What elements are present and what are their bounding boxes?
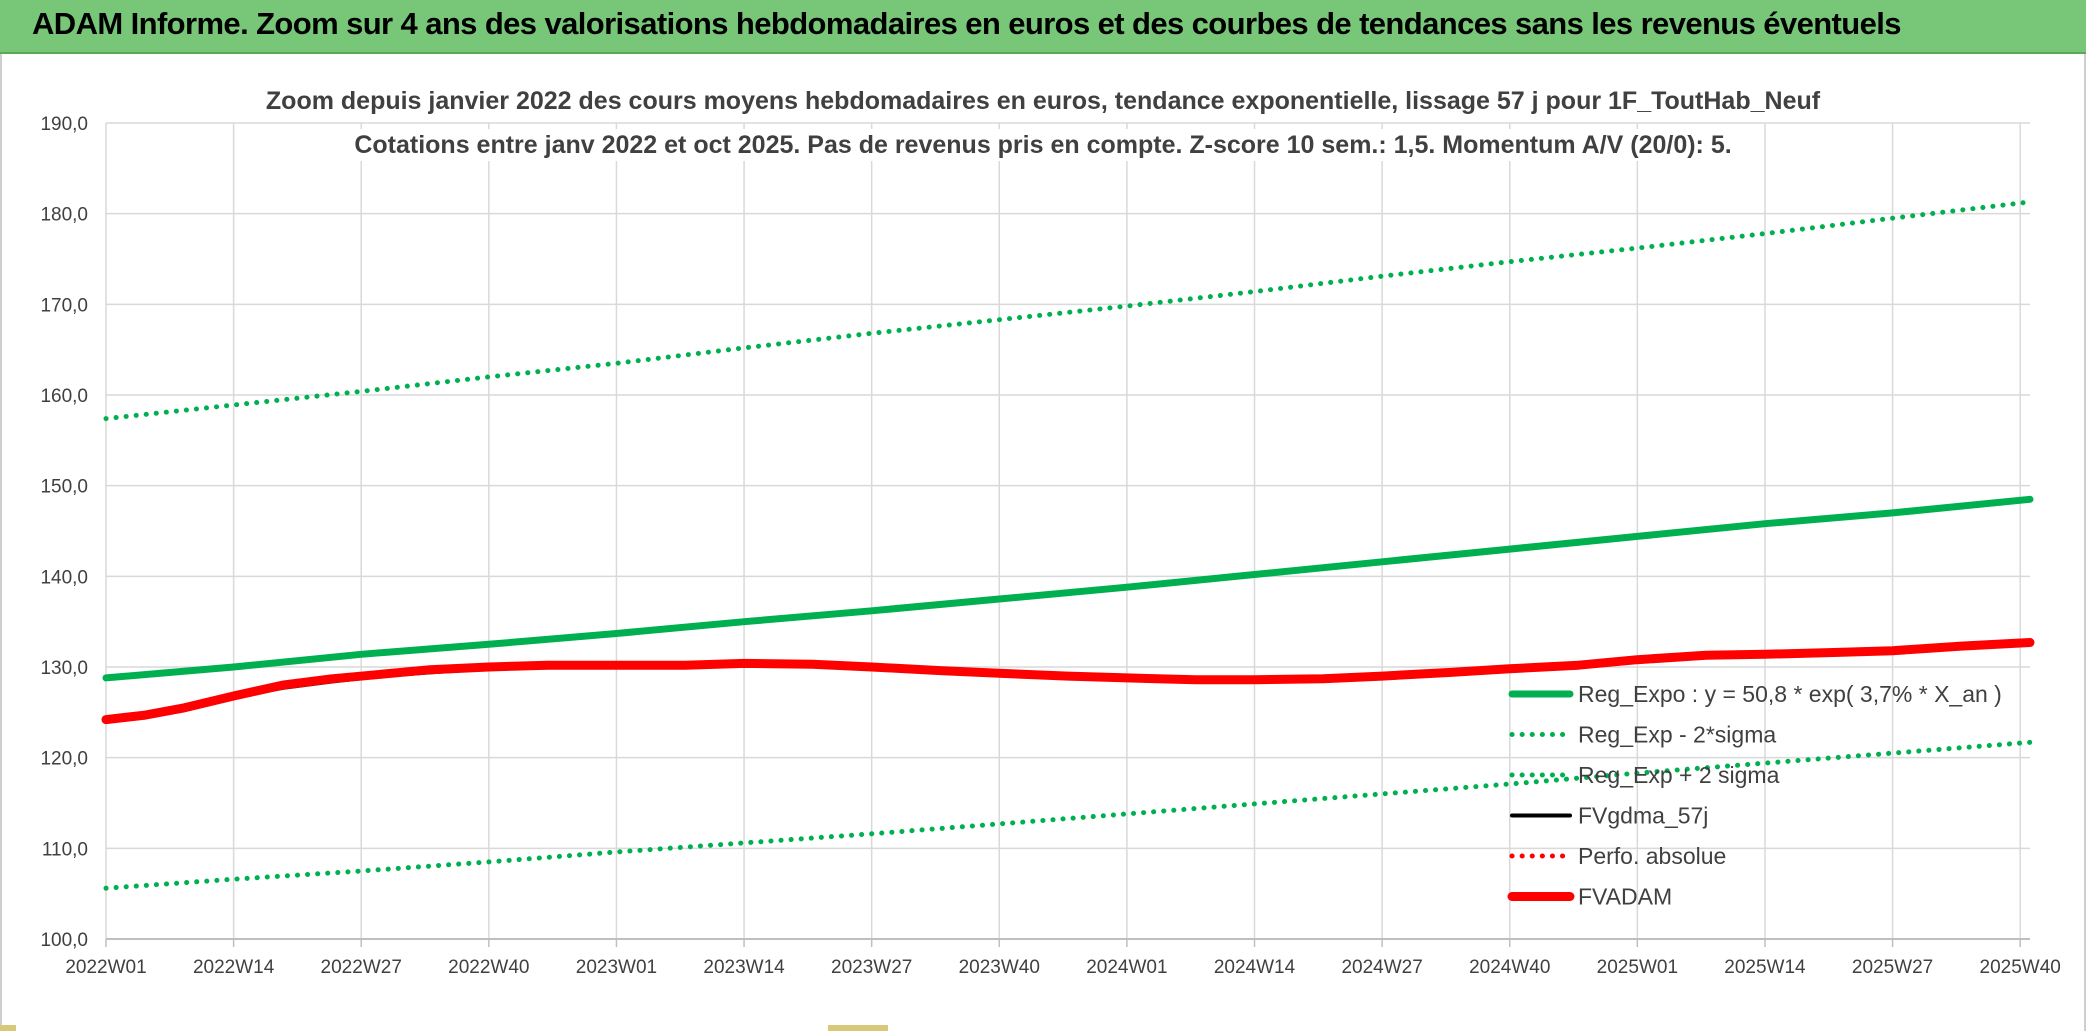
y-tick-label: 150,0: [40, 477, 88, 498]
x-tick-label: 2025W27: [1852, 957, 1933, 978]
y-tick-label: 190,0: [40, 114, 88, 135]
y-tick-label: 110,0: [42, 839, 88, 860]
y-tick-label: 170,0: [40, 295, 88, 316]
x-tick-label: 2022W27: [321, 957, 402, 978]
x-tick-label: 2022W01: [65, 957, 146, 978]
series-layer: [101, 199, 2035, 891]
legend-label: FVgdma_57j: [1578, 803, 1708, 829]
legend-label: Reg_Exp + 2 sigma: [1578, 762, 1780, 788]
x-tick-label: 2022W40: [448, 957, 529, 978]
legend-label: Perfo. absolue: [1578, 843, 1726, 869]
x-tick-label: 2023W27: [831, 957, 912, 978]
y-tick-label: 130,0: [40, 658, 88, 679]
x-tick-label: 2024W14: [1214, 957, 1296, 978]
chart-title: Zoom depuis janvier 2022 des cours moyen…: [266, 87, 1821, 115]
x-tick-label: 2024W27: [1341, 957, 1422, 978]
chart-frame: [0, 54, 2086, 1031]
legend-label: Reg_Exp - 2*sigma: [1578, 722, 1776, 748]
y-tick-label: 140,0: [40, 567, 88, 588]
title-backdrop: [346, 129, 1740, 161]
x-tick-label: 2022W14: [193, 957, 275, 978]
series-line-reg_exp-2: [103, 199, 2033, 422]
legend-label: Reg_Expo : y = 50,8 * exp( 3,7% * X_an ): [1578, 681, 2002, 707]
report-title: ADAM Informe. Zoom sur 4 ans des valoris…: [32, 6, 1902, 41]
report-banner: ADAM Informe. Zoom sur 4 ans des valoris…: [0, 0, 2086, 54]
y-tick-label: 160,0: [40, 386, 88, 407]
legend: Reg_Expo : y = 50,8 * exp( 3,7% * X_an )…: [1507, 681, 2002, 910]
chart-subtitle: Cotations entre janv 2022 et oct 2025. P…: [354, 131, 1731, 159]
axes: Zoom depuis janvier 2022 des cours moyen…: [40, 85, 2061, 978]
frame-corner-bottom: [828, 1025, 888, 1031]
y-tick-label: 180,0: [40, 205, 88, 226]
title-backdrop: [257, 85, 1829, 117]
x-tick-label: 2025W01: [1597, 957, 1678, 978]
x-tick-label: 2023W01: [576, 957, 657, 978]
x-tick-label: 2025W14: [1724, 957, 1806, 978]
grid: [105, 122, 2030, 947]
frame-corner-left: [0, 1025, 16, 1031]
y-tick-label: 100,0: [40, 930, 88, 951]
x-tick-label: 2023W14: [703, 957, 785, 978]
series-line-reg_expo-0: [102, 495, 2034, 682]
x-tick-label: 2025W40: [1980, 957, 2061, 978]
legend-label: FVADAM: [1578, 884, 1672, 910]
series-line-perfo-4: [103, 640, 2033, 723]
series-line-reg_exp-1: [103, 739, 2033, 891]
x-tick-label: 2024W40: [1469, 957, 1550, 978]
y-tick-label: 120,0: [40, 749, 88, 770]
x-tick-label: 2023W40: [959, 957, 1040, 978]
x-tick-label: 2024W01: [1086, 957, 1167, 978]
